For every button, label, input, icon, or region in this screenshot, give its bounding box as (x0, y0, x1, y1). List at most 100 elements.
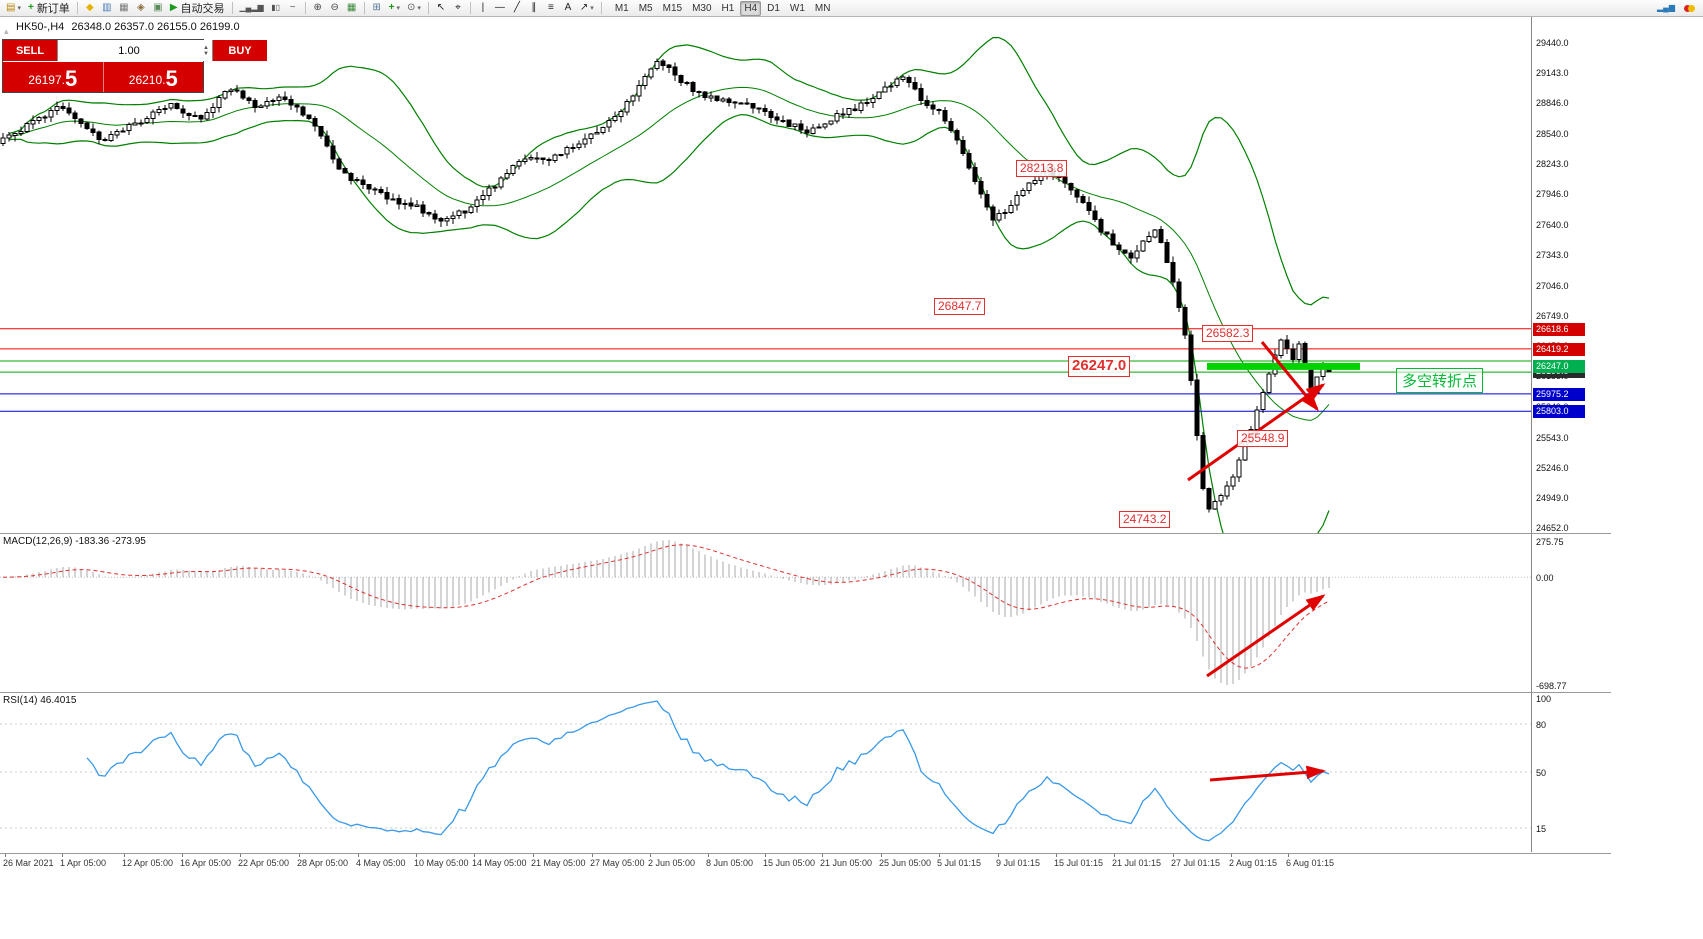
axis-price-flag: 26618.6 (1533, 323, 1585, 336)
new-order-button-label: 新订单 (36, 3, 70, 15)
buy-price-dot: . (162, 73, 166, 87)
time-tick-label: 27 May 05:00 (590, 858, 645, 868)
rsi-panel[interactable]: RSI(14) 46.4015 (0, 692, 1531, 852)
bar-chart-icon[interactable]: ▁▄▂▆ (237, 1, 267, 16)
timeframe-m5[interactable]: M5 (638, 2, 653, 14)
navigator-icon[interactable]: ◈ (133, 1, 149, 16)
panel-separator[interactable] (0, 533, 1611, 534)
time-tick-label: 4 May 05:00 (356, 858, 406, 868)
timeframe-h1[interactable]: H1 (721, 2, 735, 14)
periods-button[interactable]: ⊙ ▾ (404, 1, 424, 16)
text-tool-icon[interactable]: A (560, 1, 576, 16)
time-tick-label: 28 Apr 05:00 (297, 858, 349, 868)
sell-price[interactable]: 26197. 5 (3, 62, 103, 92)
connection-bars-icon-glyph: ▂▄▆ (1657, 3, 1675, 12)
price-annotation[interactable]: 25548.9 (1237, 430, 1289, 447)
price-tick-label: 27946.0 (1536, 189, 1569, 199)
time-tick-label: 2 Jun 05:00 (648, 858, 696, 868)
market-watch-icon[interactable]: ▥ (99, 1, 115, 16)
price-annotation[interactable]: 28213.8 (1016, 160, 1068, 177)
time-tick (939, 853, 940, 857)
buy-button[interactable]: BUY (213, 40, 267, 61)
navigator-icon-glyph: ◈ (136, 2, 145, 13)
price-chart-panel[interactable]: ▴ HK50-,H4 26348.0 26357.0 26155.0 26199… (0, 17, 1531, 533)
time-tick (5, 853, 6, 857)
line-chart-icon[interactable]: ~ (285, 1, 301, 16)
time-tick (240, 853, 241, 857)
timeframe-m1[interactable]: M1 (614, 2, 629, 14)
indicator-axis-label: -698.77 (1536, 681, 1567, 691)
vertical-line-icon[interactable]: | (475, 1, 491, 16)
time-tick (1114, 853, 1115, 857)
timeframe-m15[interactable]: M15 (662, 2, 683, 14)
arrow-tool-icon[interactable]: ↗ ▾ (577, 1, 597, 16)
buy-price[interactable]: 26210. 5 (102, 62, 203, 92)
favorites-icon[interactable]: ◆ (82, 1, 98, 16)
timeframe-mn[interactable]: MN (814, 2, 831, 14)
axis-price-flag: 26247.0 (1533, 360, 1585, 373)
candle-chart-icon[interactable]: ▮▯ (268, 1, 284, 16)
cursor-icon-glyph: ↖ (436, 2, 446, 13)
auto-trading-button-label: 自动交易 (180, 3, 225, 15)
periods-icon: ⊙ (407, 2, 416, 13)
timeframe-h4[interactable]: H4 (740, 0, 762, 16)
terminal-icon[interactable]: ▣ (150, 1, 166, 16)
connection-bars-icon[interactable]: ▂▄▆ (1654, 1, 1678, 16)
time-tick (358, 853, 359, 857)
time-tick (62, 853, 63, 857)
feed-status-icon[interactable] (1681, 1, 1698, 16)
zoom-in-icon[interactable]: ⊕ (310, 1, 326, 16)
price-annotation[interactable]: 24743.2 (1119, 511, 1171, 528)
time-tick (765, 853, 766, 857)
time-tick-label: 8 Jun 05:00 (706, 858, 754, 868)
one-click-collapse-icon[interactable]: ▴ (4, 26, 9, 36)
price-annotation[interactable]: 26847.7 (934, 298, 986, 315)
price-axis: 29440.0 29143.0 28846.0 28540.0 28243.0 27946… (1531, 17, 1611, 852)
grid-icon[interactable]: ▦ (344, 1, 360, 16)
volume-spinner: ▲ ▼ (200, 45, 212, 57)
chart-window-icon[interactable]: ▤ ▾ (3, 1, 24, 16)
volume-down-icon[interactable]: ▼ (203, 50, 209, 57)
cursor-icon[interactable]: ↖ (433, 1, 449, 16)
indicators-button[interactable]: + ▾ (386, 1, 403, 16)
panel-separator[interactable] (0, 692, 1611, 693)
horizontal-line-icon[interactable]: — (492, 1, 508, 16)
candlestick-canvas[interactable] (0, 17, 1531, 533)
auto-trading-button[interactable]: ▶ 自动交易 (167, 1, 228, 16)
time-tick (1288, 853, 1289, 857)
data-window-icon[interactable]: ▦ (116, 1, 132, 16)
volume-up-icon[interactable]: ▲ (203, 44, 209, 51)
timeframe-d1[interactable]: D1 (767, 2, 780, 14)
time-tick-label: 16 Apr 05:00 (180, 858, 232, 868)
price-tick-label: 27046.0 (1536, 281, 1569, 291)
channel-icon[interactable]: ∥ (526, 1, 542, 16)
dropdown-arrow-icon[interactable]: ▾ (396, 5, 400, 12)
crosshair-icon[interactable]: ⌖ (450, 1, 466, 16)
zoom-out-icon[interactable]: ⊖ (327, 1, 343, 16)
price-annotation[interactable]: 26582.3 (1202, 325, 1254, 342)
toolbar-status-icons: ▂▄▆ (1654, 1, 1700, 16)
toolbar-separator (469, 2, 471, 14)
turning-point-label[interactable]: 多空转折点 (1396, 368, 1484, 393)
sell-price-big-digit: 5 (64, 66, 78, 91)
dropdown-arrow-icon[interactable]: ▾ (17, 5, 21, 12)
new-order-button[interactable]: + 新订单 (25, 1, 73, 16)
volume-input[interactable] (58, 40, 200, 61)
time-tick (1231, 853, 1232, 857)
toolbar-separator (363, 2, 365, 14)
price-annotation[interactable]: 26247.0 (1068, 356, 1131, 377)
dropdown-arrow-icon[interactable]: ▾ (417, 5, 421, 12)
sell-button[interactable]: SELL (3, 40, 57, 61)
tile-windows-icon[interactable]: ⊞ (369, 1, 385, 16)
dropdown-arrow-icon[interactable]: ▾ (590, 5, 594, 12)
indicator-axis-label: 100 (1536, 694, 1552, 704)
macd-panel[interactable]: MACD(12,26,9) -183.36 -273.95 (0, 533, 1531, 692)
timeframe-w1[interactable]: W1 (789, 2, 805, 14)
fibonacci-icon[interactable]: ≡ (543, 1, 559, 16)
trendline-icon[interactable]: ╱ (509, 1, 525, 16)
time-tick (416, 853, 417, 857)
feed-status-icon-dot (1684, 4, 1691, 12)
timeframe-m30[interactable]: M30 (692, 2, 712, 14)
indicators-icon: + (388, 2, 395, 13)
time-tick-label: 5 Jul 01:15 (937, 858, 982, 868)
